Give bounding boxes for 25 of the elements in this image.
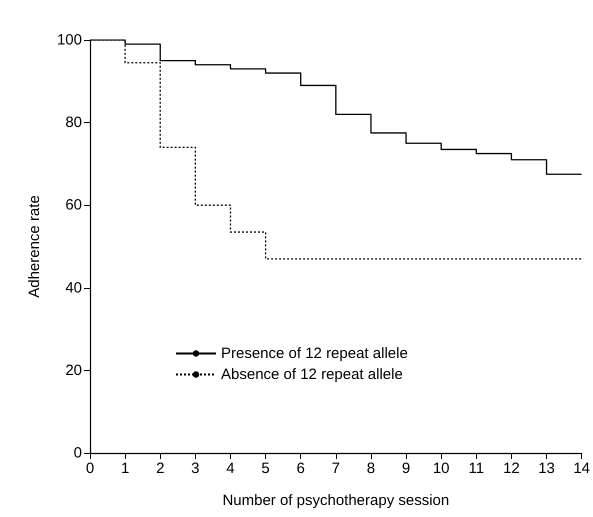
legend-label: Absence of 12 repeat allele <box>221 366 403 383</box>
x-tick-label: 12 <box>503 460 520 477</box>
x-tick-label: 2 <box>156 460 164 477</box>
y-tick-label: 100 <box>56 32 82 48</box>
legend-label: Presence of 12 repeat allele <box>221 345 408 362</box>
x-tick-label: 7 <box>332 460 340 477</box>
x-tick-label: 0 <box>86 460 94 477</box>
x-tick-label: 13 <box>538 460 555 477</box>
x-tick-label: 14 <box>573 460 590 477</box>
x-tick-label: 6 <box>296 460 305 477</box>
x-tick-label: 8 <box>366 460 376 477</box>
x-tick-label: 5 <box>261 460 270 477</box>
y-tick-label: 60 <box>65 196 82 214</box>
x-tick-label: 3 <box>191 460 200 477</box>
x-axis-title: Number of psychotherapy session <box>222 492 450 509</box>
y-axis-title: Adherence rate <box>26 195 43 298</box>
y-tick-label: 80 <box>65 114 82 132</box>
x-tick-label: 1 <box>120 460 130 477</box>
x-tick-label: 9 <box>402 460 410 477</box>
y-tick-label: 40 <box>65 279 82 296</box>
x-tick-label: 11 <box>468 460 484 477</box>
x-tick-label: 10 <box>432 460 450 477</box>
x-tick-label: 4 <box>226 460 235 477</box>
y-tick-label: 20 <box>65 362 82 379</box>
y-tick-label: 0 <box>74 444 82 462</box>
